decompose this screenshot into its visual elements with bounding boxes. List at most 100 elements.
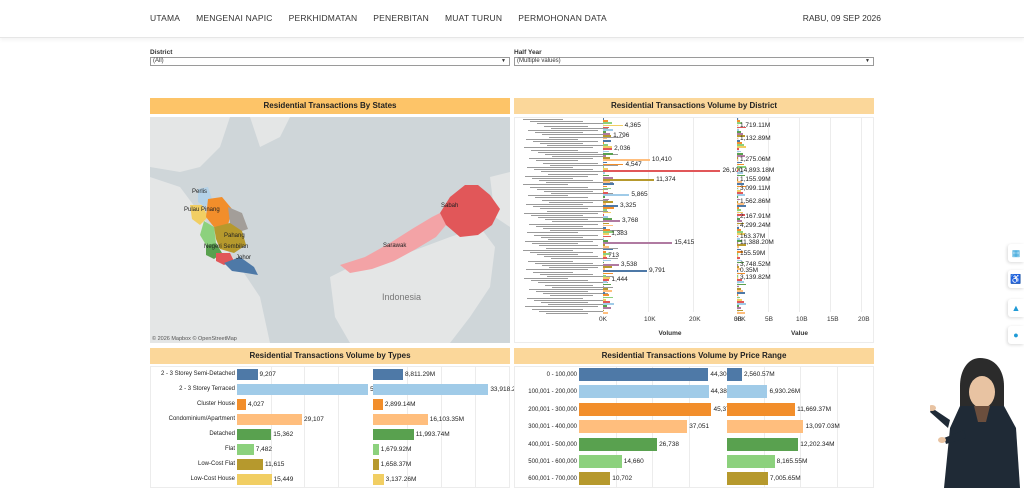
types-value-label: 1,658.37M [380, 461, 412, 468]
nav-item-muat-turun[interactable]: MUAT TURUN [444, 13, 503, 23]
district-value-bar [737, 250, 743, 253]
district-row-label-mark [530, 121, 583, 123]
district-value-bar [737, 192, 743, 194]
price-row-label: 0 - 100,000 [546, 372, 577, 378]
district-value-bar [737, 307, 741, 310]
district-value-label: 3,139.82M [740, 273, 771, 281]
district-chart: 0K 10K 20K 30K 0B 5B 10B 15B 20B Volume Value 4,365… [514, 117, 874, 343]
district-row-label-mark [533, 140, 598, 142]
states-map[interactable]: Perlis Pulau Pinang Pahang Negeri Sembil… [150, 117, 510, 343]
district-row-label-mark [526, 204, 583, 206]
thumbs-up-icon[interactable]: ▲ [1008, 299, 1024, 317]
district-volume-bar [603, 311, 608, 314]
district-value-bar [737, 216, 738, 218]
types-volume-gridline [304, 367, 305, 487]
district-value-bar [737, 196, 738, 199]
district-row-label-mark [538, 282, 608, 284]
district-volume-axis-title: Volume [658, 330, 682, 337]
district-row-label-mark [523, 184, 568, 186]
district-value-bar [737, 205, 746, 207]
nav-item-utama[interactable]: UTAMA [150, 13, 181, 23]
current-date: RABU, 09 SEP 2026 [802, 13, 881, 23]
kelantan-region [206, 197, 232, 227]
types-volume-bar [237, 474, 272, 485]
district-volume-bar [603, 285, 604, 288]
nav-item-perkhidmatan[interactable]: PERKHIDMATAN [288, 13, 358, 23]
price-value-label: 8,165.55M [776, 458, 808, 465]
district-row-label-mark [531, 280, 588, 282]
district-volume-label: 9,791 [649, 267, 666, 275]
price-value-gridline [836, 367, 838, 487]
district-volume-label: 5,865 [631, 191, 648, 199]
district-row-label-mark [539, 180, 593, 182]
district-volume-bar [603, 124, 623, 127]
district-volume-bar [603, 172, 605, 175]
district-volume-bar [603, 235, 611, 238]
district-value-tick: 10B [796, 316, 808, 323]
map-canvas [150, 117, 510, 343]
district-row-label-mark [539, 310, 603, 312]
district-value-bar [737, 292, 745, 294]
district-value-bar [737, 248, 741, 251]
district-volume-tick: 30K [734, 316, 746, 323]
district-row-label-mark [552, 221, 608, 223]
half-year-select[interactable]: (Multiple values) ▼ [514, 57, 874, 66]
district-volume-bar [603, 283, 611, 286]
district-value-bar [737, 176, 738, 179]
price-volume-bar [579, 472, 611, 486]
district-value-bar [737, 209, 741, 212]
district-value-bar [737, 139, 740, 142]
district-value-bar [737, 279, 742, 281]
price-value-bar [727, 420, 804, 434]
district-row-label-mark [552, 156, 603, 158]
district-value-bar [737, 124, 738, 127]
district-row-label-mark [532, 243, 578, 245]
district-volume-bar [603, 198, 609, 201]
district-volume-label: 713 [608, 252, 620, 260]
district-volume-bar [603, 192, 608, 194]
district-value-bar [737, 237, 740, 240]
district-filter: District (All) ▼ [150, 49, 510, 66]
price-volume-label: 44,380 [710, 388, 731, 396]
district-volume-bar [603, 152, 613, 155]
district-value-bar [737, 285, 739, 288]
district-row-label-mark [550, 164, 618, 166]
district-volume-bar [603, 224, 613, 227]
nav-item-penerbitan[interactable]: PENERBITAN [373, 13, 429, 23]
district-row-label-mark [531, 214, 583, 216]
district-value-bar [737, 268, 741, 271]
district-value-bar [737, 266, 739, 268]
price-row-label: 100,001 - 200,000 [528, 389, 577, 396]
district-row-label-mark [541, 171, 613, 173]
calendar-icon[interactable]: ▦ [1008, 244, 1024, 262]
types-chart: 2 - 3 Storey Semi-Detached 9,207 8,811.29M… [150, 366, 525, 488]
district-value-bar [737, 244, 746, 247]
types-row-label: Low-Cost House [190, 476, 235, 482]
price-value-label: 12,202.34M [800, 440, 835, 448]
assistant-avatar[interactable] [928, 358, 1024, 488]
district-volume-bar [603, 141, 604, 144]
district-row-label-mark [530, 251, 593, 253]
district-filter-label: District [150, 49, 173, 56]
types-value-bar [373, 459, 379, 470]
district-volume-bar [603, 261, 604, 264]
district-value-bar [737, 128, 739, 131]
district-value-bar [737, 168, 739, 170]
pulau-pinang-region [190, 205, 208, 225]
district-volume-tick: 20K [689, 316, 701, 323]
district-volume-gridline [648, 118, 649, 312]
district-volume-label: 1,796 [613, 132, 630, 140]
district-value-bar [737, 137, 738, 140]
district-row-label-mark [546, 312, 588, 314]
nav-item-mengenai-napic[interactable]: MENGENAI NAPIC [196, 13, 273, 23]
district-row-label-mark [541, 302, 588, 304]
accessibility-icon[interactable]: ♿ [1008, 270, 1024, 288]
district-select[interactable]: (All) ▼ [150, 57, 510, 66]
district-row-label-mark [547, 145, 603, 147]
types-value-gridline [475, 367, 476, 487]
nav-item-permohonan-data[interactable]: PERMOHONAN DATA [518, 13, 607, 23]
types-volume-gridline [270, 367, 272, 487]
user-icon[interactable]: ● [1008, 326, 1024, 344]
district-value-bar [737, 118, 738, 120]
district-volume-bar [603, 237, 604, 240]
